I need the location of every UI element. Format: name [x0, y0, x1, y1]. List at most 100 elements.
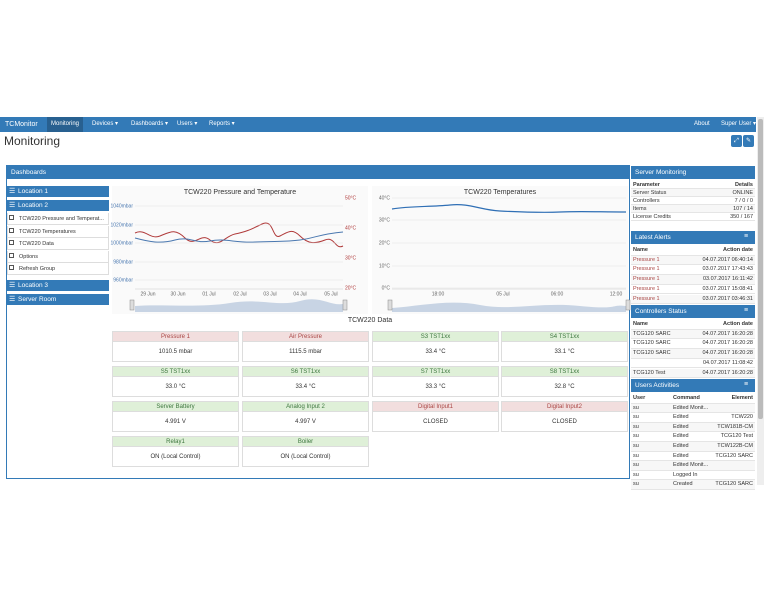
- nav-item[interactable]: Monitoring: [47, 117, 84, 132]
- table-row: [631, 329, 755, 340]
- column-header: Details: [734, 182, 753, 188]
- panel-header: Latest Alerts: [631, 231, 755, 244]
- nav-item[interactable]: Super User ▾: [721, 121, 757, 127]
- navbar: [0, 117, 756, 132]
- table-cell: TCW220: [731, 414, 753, 421]
- item-icon: [9, 252, 14, 258]
- tile-value: 4.997 V: [242, 412, 369, 432]
- table-cell: Edited: [673, 414, 689, 421]
- sidebar-item[interactable]: TCW220 Data: [7, 238, 109, 250]
- panel-header: Dashboards: [7, 166, 629, 179]
- location-button[interactable]: Server Room: [7, 293, 109, 305]
- panel-menu-icon[interactable]: ≡: [744, 233, 749, 240]
- table-cell: su: [633, 433, 639, 440]
- table-cell: Pressure 1: [633, 266, 660, 273]
- table-row: [631, 339, 755, 350]
- tile-value: 33.1 °C: [501, 342, 628, 362]
- table-row: [631, 265, 755, 276]
- table-row: [631, 294, 755, 305]
- panel-menu-icon[interactable]: ≡: [744, 381, 749, 388]
- table-cell: License Credits: [633, 214, 671, 220]
- tile-value: 33.4 °C: [372, 342, 499, 362]
- table-cell: 04.07.2017 16:20:28: [702, 340, 753, 347]
- table-row: [631, 205, 755, 213]
- table-cell: su: [633, 481, 639, 488]
- table-cell: Items: [633, 206, 647, 212]
- table-cell: su: [633, 462, 639, 469]
- table-cell: su: [633, 471, 639, 478]
- table-cell: 04.07.2017 16:20:28: [702, 330, 753, 337]
- tile-label: S3 TST1xx: [372, 331, 499, 342]
- tile-value: 33.0 °C: [112, 377, 239, 397]
- column-header: Name: [633, 247, 648, 253]
- table-cell: TCG120 SARC: [633, 340, 671, 347]
- table-cell: Edited Monit...: [673, 462, 709, 469]
- table-cell: 04.07.2017 06:40:14: [702, 256, 753, 263]
- tile-value: ON (Local Control): [112, 447, 239, 467]
- tile-label: S8 TST1xx: [501, 366, 628, 377]
- menu-icon: ☰: [9, 295, 16, 303]
- data-title: TCW220 Data: [347, 317, 393, 324]
- table-cell: Edited Monit...: [673, 404, 709, 411]
- scroll-thumb[interactable]: [758, 119, 763, 419]
- tile-value: CLOSED: [501, 412, 628, 432]
- scrollbar[interactable]: [757, 117, 764, 485]
- table-cell: TCG120 SARC: [633, 330, 671, 337]
- nav-item[interactable]: About: [694, 121, 710, 127]
- table-cell: su: [633, 452, 639, 459]
- table-row: [631, 480, 755, 490]
- tile-value: 32.8 °C: [501, 377, 628, 397]
- tile-value: 33.4 °C: [242, 377, 369, 397]
- table-cell: 03.07.2017 17:43:43: [702, 266, 753, 273]
- table-row: [631, 275, 755, 285]
- table-row: [631, 461, 755, 471]
- column-header: Action date: [723, 321, 753, 327]
- table-cell: Pressure 1: [633, 276, 660, 283]
- panel-header: Controllers Status: [631, 305, 755, 318]
- table-row: [631, 422, 755, 433]
- tile-value: 33.3 °C: [372, 377, 499, 397]
- table-row: [631, 394, 755, 404]
- location-button[interactable]: Location 3: [7, 279, 109, 291]
- expand-button[interactable]: ⤢: [731, 135, 742, 147]
- tile-value: ON (Local Control): [242, 447, 369, 467]
- tile-label: Digital Input1: [372, 401, 499, 412]
- tile-label: S5 TST1xx: [112, 366, 239, 377]
- table-cell: 350 / 167: [730, 214, 753, 220]
- brand[interactable]: TCMonitor: [5, 121, 38, 128]
- table-cell: 04.07.2017 16:20:28: [702, 369, 753, 376]
- nav-item[interactable]: Users ▾: [177, 121, 198, 127]
- panel-header: Server Monitoring: [631, 166, 755, 179]
- table-row: [631, 368, 755, 379]
- location-button[interactable]: Location 1: [7, 186, 109, 197]
- tile-label: S4 TST1xx: [501, 331, 628, 342]
- nav-item[interactable]: Devices ▾: [92, 121, 119, 127]
- location-button[interactable]: Location 2: [7, 200, 109, 211]
- column-header: Name: [633, 321, 648, 327]
- table-row: [631, 246, 755, 256]
- sidebar-item[interactable]: Options: [7, 250, 109, 263]
- sidebar-item[interactable]: TCW220 Pressure and Temperat...: [7, 213, 109, 225]
- table-cell: TCG120 SARC: [715, 452, 753, 459]
- item-icon: [9, 227, 14, 233]
- nav-item[interactable]: Reports ▾: [209, 121, 235, 127]
- table-row: [631, 213, 755, 221]
- column-header: Command: [673, 395, 700, 401]
- nav-item[interactable]: Dashboards ▾: [131, 121, 169, 127]
- table-row: [631, 403, 755, 414]
- table-cell: Server Status: [633, 190, 667, 196]
- table-cell: Controllers: [633, 198, 660, 204]
- table-row: [631, 285, 755, 295]
- sidebar-item[interactable]: Refresh Group: [7, 263, 109, 275]
- panel-menu-icon[interactable]: ≡: [744, 307, 749, 314]
- table-cell: Edited: [673, 423, 689, 430]
- table-cell: su: [633, 443, 639, 449]
- table-row: [631, 471, 755, 481]
- tile-label: S6 TST1xx: [242, 366, 369, 377]
- settings-button[interactable]: ✎: [743, 135, 754, 147]
- table-row: [631, 181, 755, 189]
- table-cell: Edited: [673, 443, 689, 449]
- sidebar-item[interactable]: TCW220 Temperatures: [7, 225, 109, 238]
